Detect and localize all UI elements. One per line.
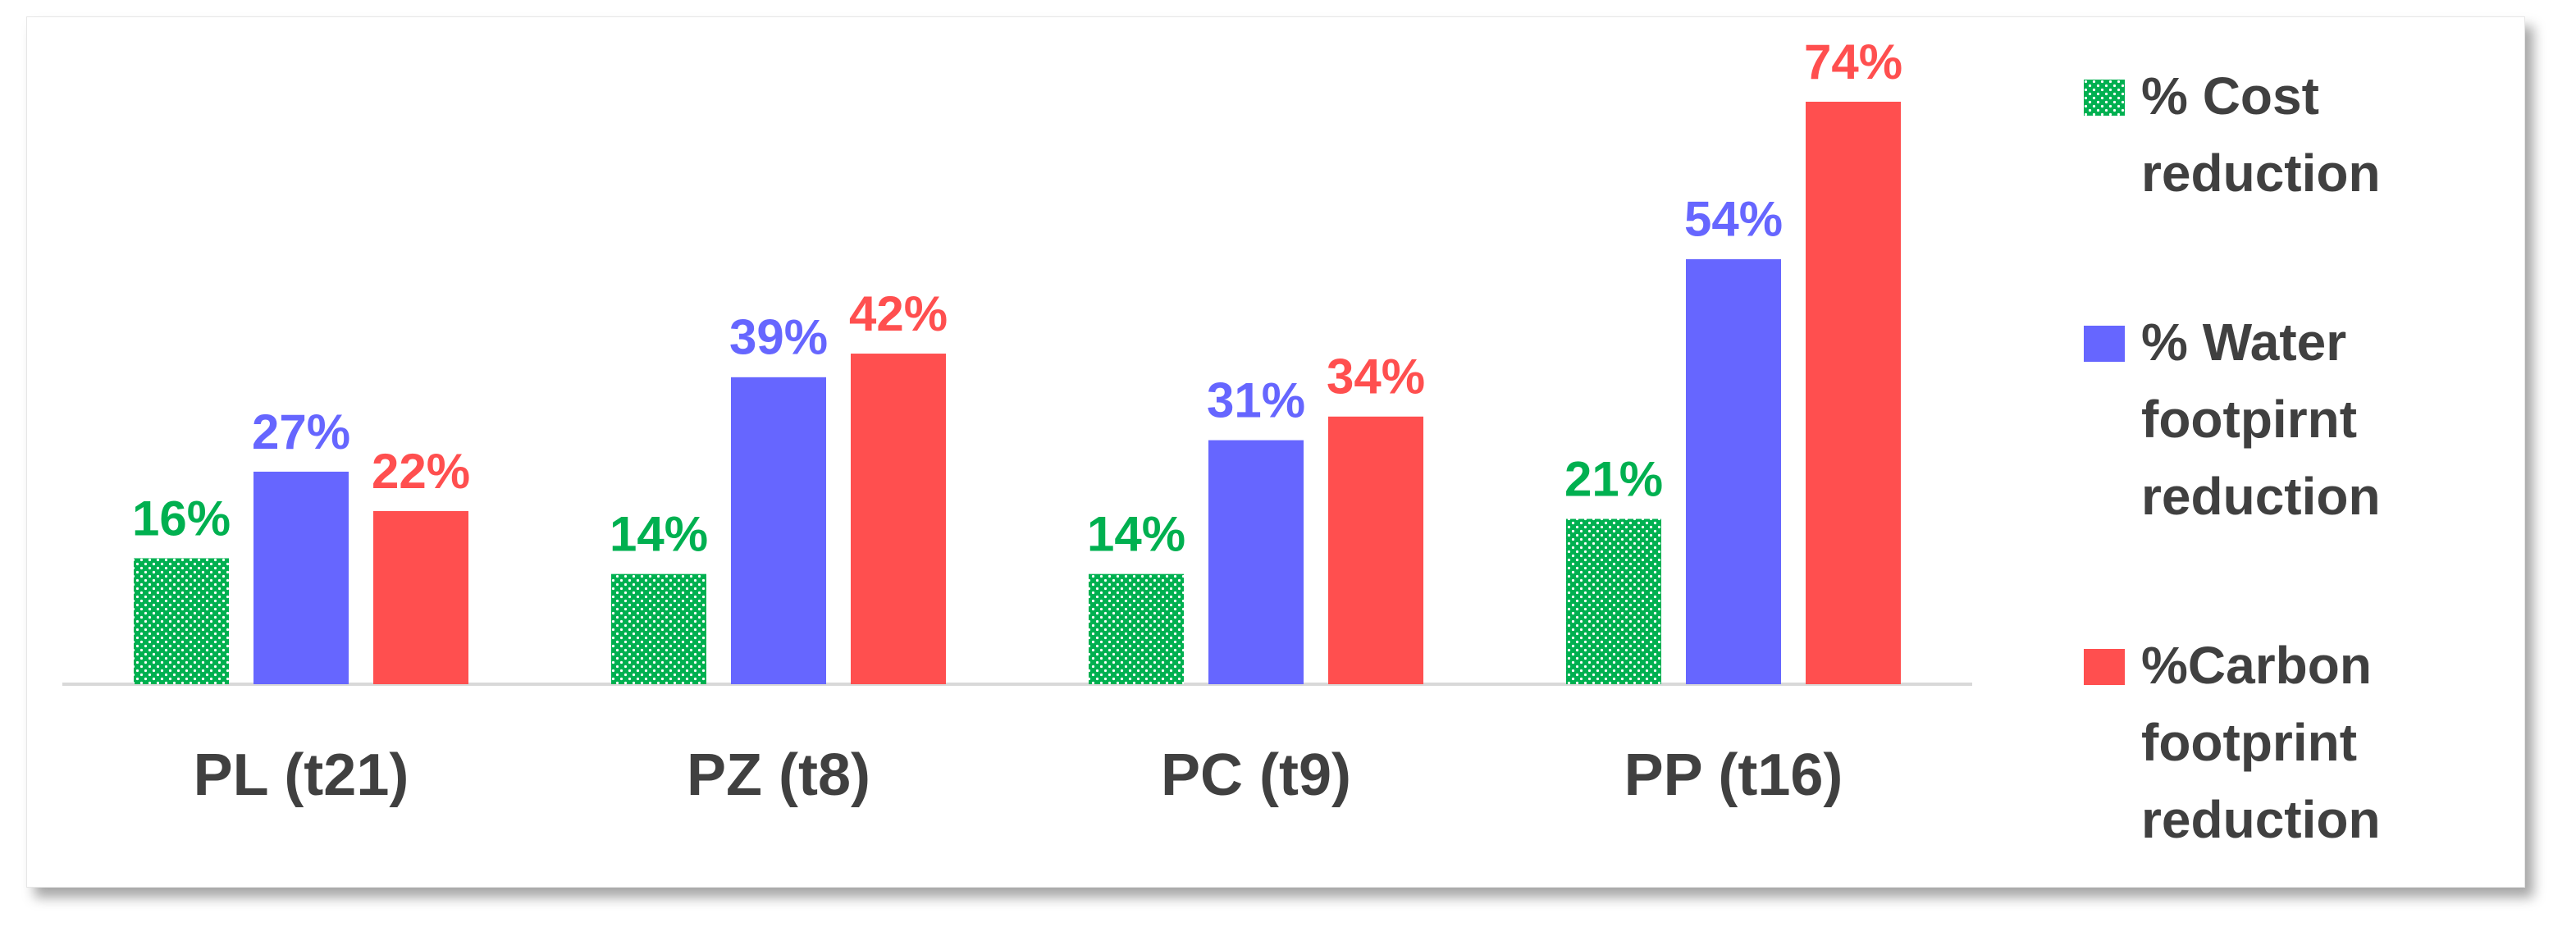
data-label: 31% xyxy=(1207,372,1305,427)
bar xyxy=(373,510,468,684)
legend-swatch xyxy=(2084,649,2125,685)
bar xyxy=(731,377,826,684)
data-label: 14% xyxy=(610,507,708,562)
data-label: 34% xyxy=(1327,349,1425,404)
data-label: 16% xyxy=(132,491,231,546)
bar xyxy=(1566,518,1661,684)
legend-label: % Cost reduction xyxy=(2141,66,2381,203)
data-label: 14% xyxy=(1087,507,1185,562)
x-tick-label: PC (t9) xyxy=(1161,742,1351,808)
data-label: 22% xyxy=(372,444,470,499)
legend: % Cost reduction % Water footpirnt reduct… xyxy=(2084,57,2510,950)
data-label: 21% xyxy=(1564,451,1663,506)
page: {"chart_data": {"type": "bar", "categori… xyxy=(26,16,2525,888)
data-label: 39% xyxy=(729,310,828,365)
data-label: 42% xyxy=(849,286,948,341)
data-label: 54% xyxy=(1684,192,1783,247)
bar xyxy=(1328,416,1423,684)
bar xyxy=(1806,102,1901,684)
chart: PL (t21) 16% 27% 22% PZ (t8) 14% 39% 42% PC (t9)… xyxy=(62,34,1972,808)
bar xyxy=(134,558,229,684)
legend-entry: % Water footpirnt reduction xyxy=(2084,304,2404,535)
legend-label: % Water footpirnt reduction xyxy=(2141,313,2381,526)
x-tick-label: PP (t16) xyxy=(1624,742,1843,808)
bar xyxy=(1208,440,1304,684)
bar xyxy=(253,471,349,684)
x-tick-label: PL (t21) xyxy=(194,742,409,808)
x-tick-label: PZ (t8) xyxy=(687,742,870,808)
bar xyxy=(611,573,706,684)
bar xyxy=(851,354,946,684)
legend-entry: %Carbon footprint reduction xyxy=(2084,627,2404,858)
legend-label: %Carbon footprint reduction xyxy=(2141,636,2381,849)
bar xyxy=(1686,258,1781,684)
legend-swatch xyxy=(2084,326,2125,362)
data-label: 27% xyxy=(252,404,350,459)
bar xyxy=(1089,573,1184,684)
legend-entry: % Cost reduction xyxy=(2084,57,2404,212)
data-label: 74% xyxy=(1804,34,1902,89)
legend-swatch xyxy=(2084,80,2125,116)
